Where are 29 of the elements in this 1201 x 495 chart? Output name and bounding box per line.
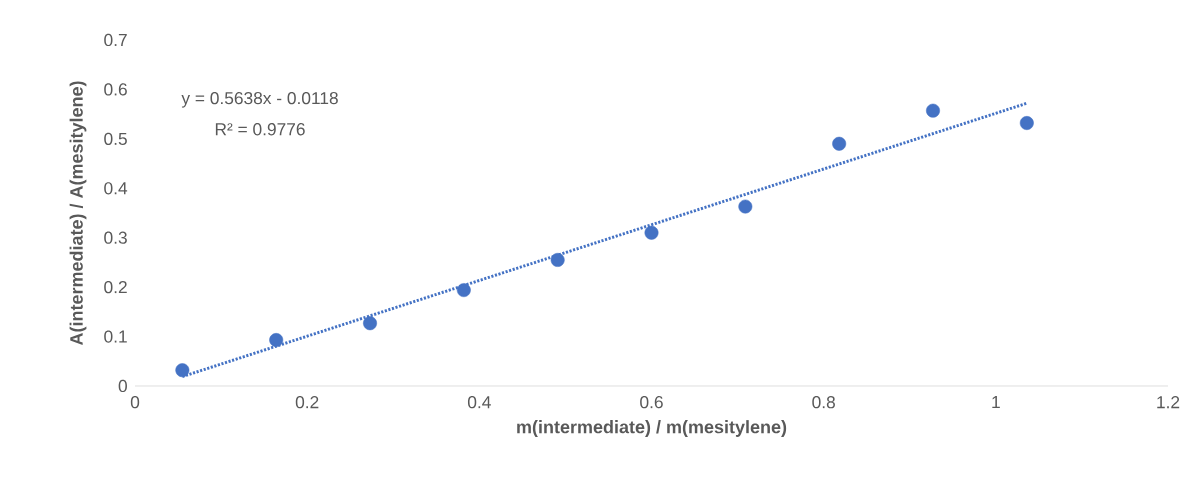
point [550, 253, 565, 267]
x-tick-label: 0 [130, 396, 140, 409]
point [269, 333, 284, 347]
point [832, 136, 847, 151]
x-tick-label: 0.6 [640, 396, 663, 409]
annotation: R² = 0.9776 [215, 123, 305, 136]
x-tick-label: 0.8 [812, 396, 835, 409]
y-tick-label: 0 [118, 379, 127, 393]
y-tick-label: 0.2 [104, 280, 127, 294]
point [926, 103, 940, 118]
y-tick-label: 0.5 [104, 132, 127, 145]
y-tick-label: 0.1 [104, 330, 127, 343]
y-tick-label: 0.7 [104, 33, 127, 47]
y-axis-title: A(intermediate) / A(mesitylene) [69, 81, 87, 346]
x-tick-label: 0.4 [467, 396, 491, 409]
y-tick-label: 0.6 [104, 83, 127, 96]
y-tick-label: 0.4 [104, 182, 128, 195]
x-tick-label: 1 [992, 396, 1000, 408]
x-tick-label: 0.2 [295, 396, 319, 409]
annotation: y = 0.5638x - 0.0118 [181, 92, 338, 108]
y-tick-label: 0.3 [104, 231, 127, 244]
point [1019, 116, 1034, 130]
x-axis-title: m(intermediate) / m(mesitylene) [517, 420, 787, 437]
point [644, 225, 659, 240]
point [175, 363, 190, 378]
point [363, 316, 377, 331]
point [456, 283, 471, 298]
x-tick-label: 1.2 [1157, 396, 1180, 409]
point [738, 199, 753, 214]
